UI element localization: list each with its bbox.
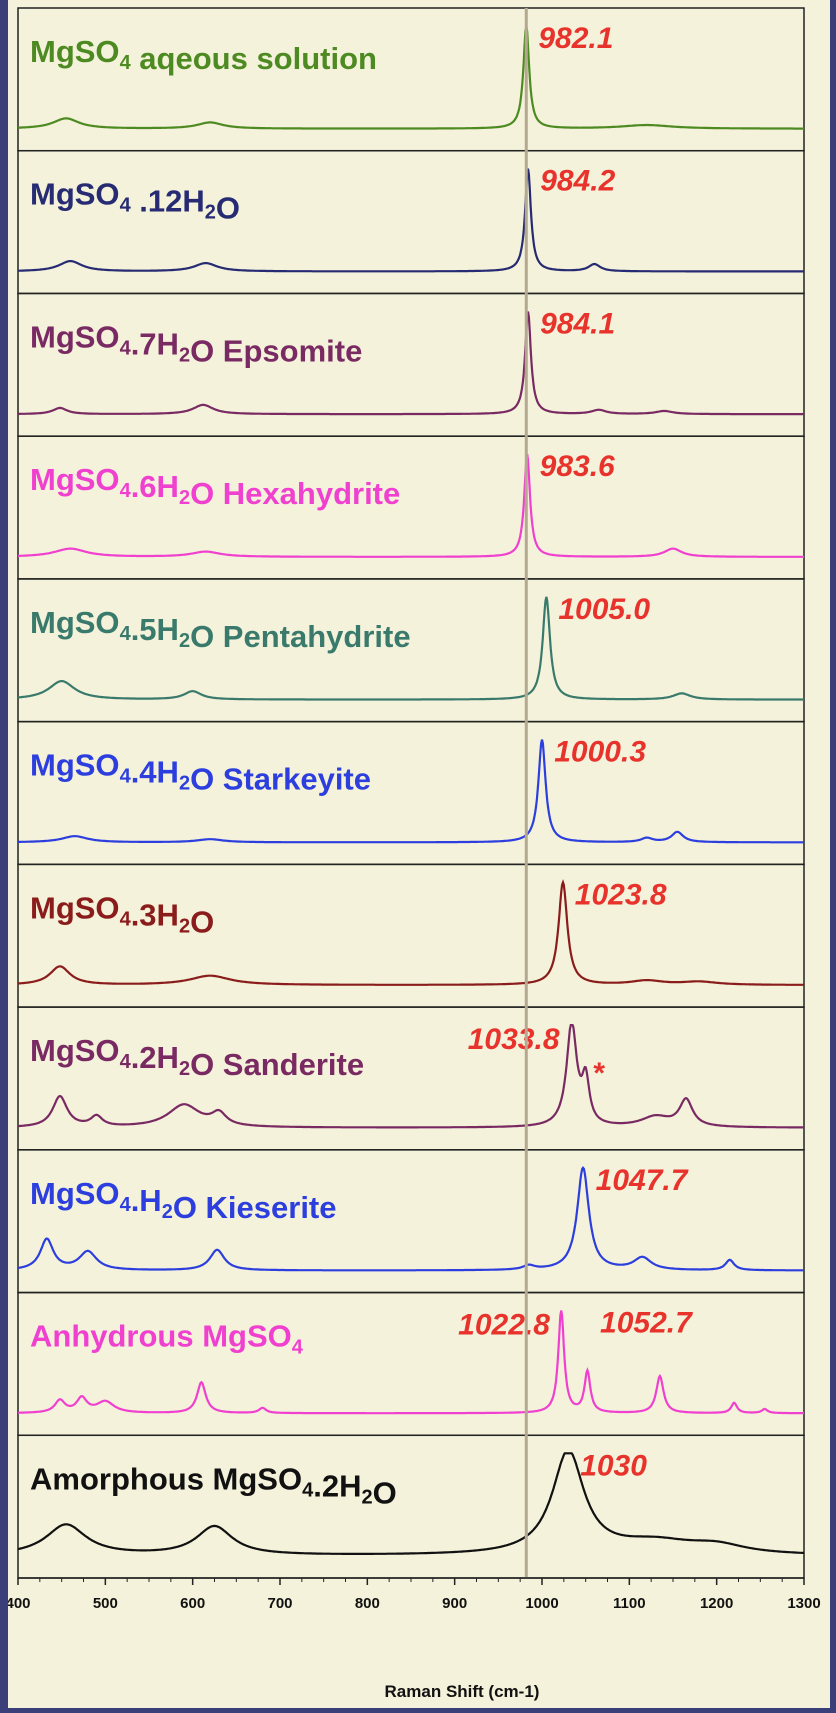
peak-label: 1033.8: [468, 1023, 560, 1056]
peak-label: 1000.3: [554, 736, 646, 769]
panel-6: MgSO4.4H2O Starkeyite 1000.3: [17, 720, 805, 866]
peak-label: 984.1: [540, 307, 615, 340]
series-label: MgSO4.7H2O Epsomite: [30, 319, 362, 368]
panel-1: MgSO4 aqeous solution 982.1: [17, 7, 805, 152]
series-label: Amorphous MgSO4.2H2O: [30, 1461, 397, 1510]
panel-3: MgSO4.7H2O Epsomite 984.1: [17, 292, 805, 437]
series-label: MgSO4.4H2O Starkeyite: [30, 748, 371, 797]
x-tick-label: 1200: [700, 1595, 733, 1612]
peak-label: 1005.0: [558, 593, 650, 626]
panel-9: MgSO4.H2O Kieserite 1047.7: [17, 1149, 805, 1294]
spectrum-line: [17, 1452, 804, 1555]
series-label: MgSO4.3H2O: [30, 890, 214, 939]
spectrum-line: [18, 168, 804, 273]
peak-label: 1023.8: [575, 878, 667, 911]
x-tick-label: 700: [267, 1595, 292, 1612]
series-label: Anhydrous MgSO4: [30, 1319, 304, 1359]
x-axis: 400 500 600 700 800 900 1000 1100 1200 1300: [5, 1577, 821, 1612]
series-label: MgSO4 .12H2O: [30, 177, 240, 226]
x-tick-label: 1100: [613, 1595, 646, 1612]
spectrum-line: [18, 1310, 804, 1415]
x-tick-label: 900: [442, 1595, 467, 1612]
x-axis-label: Raman Shift (cm-1): [385, 1682, 540, 1701]
series-label: MgSO4.2H2O Sanderite: [30, 1033, 364, 1082]
peak-label: *: [592, 1057, 605, 1090]
right-border: [830, 0, 836, 1708]
peak-label: 1052.7: [600, 1307, 693, 1340]
peak-label: 983.6: [540, 450, 615, 483]
peak-label: 984.2: [540, 165, 615, 198]
left-border: [0, 0, 8, 1708]
spectrum-line: [18, 739, 804, 844]
panel-7: MgSO4.3H2O 1023.8: [17, 863, 805, 1008]
x-tick-label: 1300: [787, 1595, 820, 1612]
spectrum-line: [17, 596, 804, 701]
spectrum-line: [17, 879, 804, 986]
panel-11: Amorphous MgSO4.2H2O 1030: [17, 1434, 805, 1579]
peak-label: 982.1: [538, 22, 613, 55]
x-tick-label: 1000: [525, 1595, 558, 1612]
panel-5: MgSO4.5H2O Pentahydrite 1005.0: [17, 578, 805, 723]
x-tick-label: 600: [180, 1595, 205, 1612]
spectrum-line: [18, 311, 804, 416]
peak-label: 1022.8: [458, 1309, 550, 1342]
series-label: MgSO4.H2O Kieserite: [30, 1176, 337, 1225]
panel-10: Anhydrous MgSO4 1022.8 1052.7: [17, 1291, 805, 1437]
series-label: MgSO4 aqeous solution: [30, 34, 377, 76]
panel-2: MgSO4 .12H2O 984.2: [17, 149, 805, 295]
x-tick-label: 400: [5, 1595, 30, 1612]
peak-label: 1047.7: [596, 1164, 689, 1197]
spectrum-line: [17, 1023, 804, 1129]
spectrum-line: [17, 25, 804, 130]
panel-border: [17, 1434, 805, 1579]
spectrum-line: [18, 454, 804, 558]
panel-4: MgSO4.6H2O Hexahydrite 983.6: [17, 435, 805, 580]
x-tick-label: 800: [355, 1595, 380, 1612]
spectrum-line: [17, 1166, 804, 1272]
panel-8: MgSO4.2H2O Sanderite 1033.8 *: [17, 1006, 805, 1151]
x-tick-label: 500: [93, 1595, 118, 1612]
series-label: MgSO4.5H2O Pentahydrite: [30, 605, 411, 654]
spectra-panels: MgSO4 aqeous solution 982.1 MgSO4 .12H2O 98…: [17, 7, 805, 1579]
peak-label: 1030: [580, 1449, 647, 1482]
series-label: MgSO4.6H2O Hexahydrite: [30, 462, 400, 511]
